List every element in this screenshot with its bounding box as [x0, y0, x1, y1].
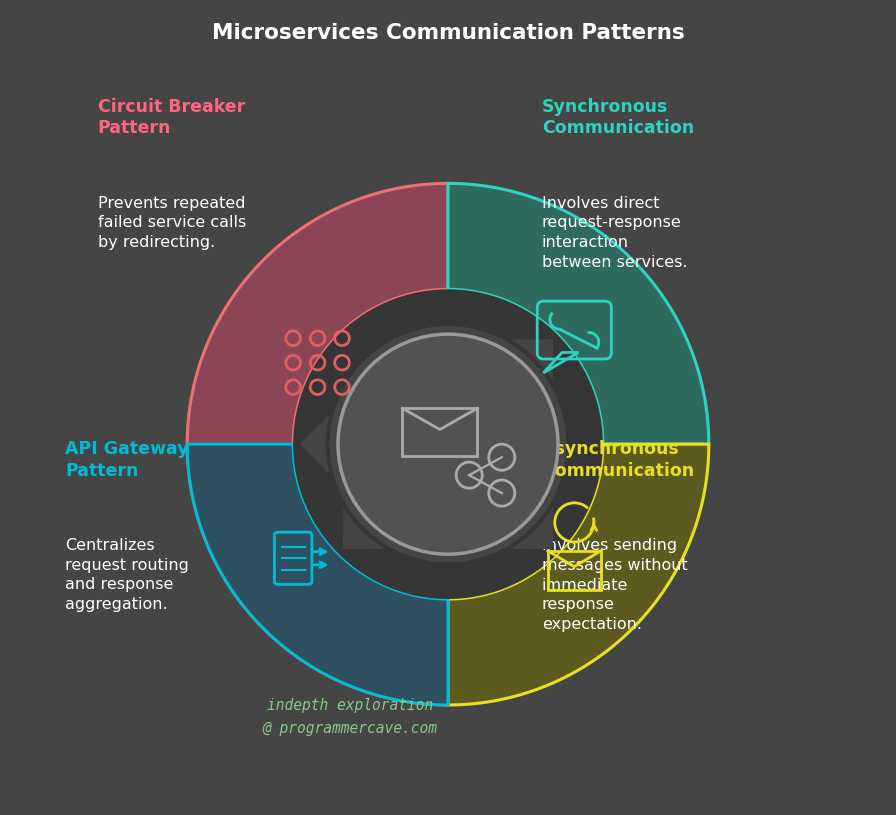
Text: Involves sending
messages without
immediate
response
expectation.: Involves sending messages without immedi… — [542, 538, 687, 632]
Text: indepth exploration
@ programmercave.com: indepth exploration @ programmercave.com — [263, 698, 438, 737]
Polygon shape — [511, 507, 553, 549]
Polygon shape — [448, 444, 709, 705]
Text: Circuit Breaker
Pattern: Circuit Breaker Pattern — [98, 98, 245, 137]
Polygon shape — [448, 183, 709, 444]
Polygon shape — [511, 339, 553, 381]
Polygon shape — [187, 183, 448, 705]
Text: Centralizes
request routing
and response
aggregation.: Centralizes request routing and response… — [65, 538, 189, 612]
Polygon shape — [187, 444, 448, 705]
Polygon shape — [299, 415, 330, 474]
Text: Synchronous
Communication: Synchronous Communication — [542, 98, 694, 137]
Text: Involves direct
request-response
interaction
between services.: Involves direct request-response interac… — [542, 196, 687, 270]
Circle shape — [338, 334, 558, 554]
Text: Microservices Communication Patterns: Microservices Communication Patterns — [211, 23, 685, 43]
Text: Prevents repeated
failed service calls
by redirecting.: Prevents repeated failed service calls b… — [98, 196, 246, 250]
Polygon shape — [293, 289, 603, 599]
Text: API Gateway
Pattern: API Gateway Pattern — [65, 440, 188, 479]
Text: Asynchronous
Communication: Asynchronous Communication — [542, 440, 694, 479]
Polygon shape — [343, 507, 385, 549]
